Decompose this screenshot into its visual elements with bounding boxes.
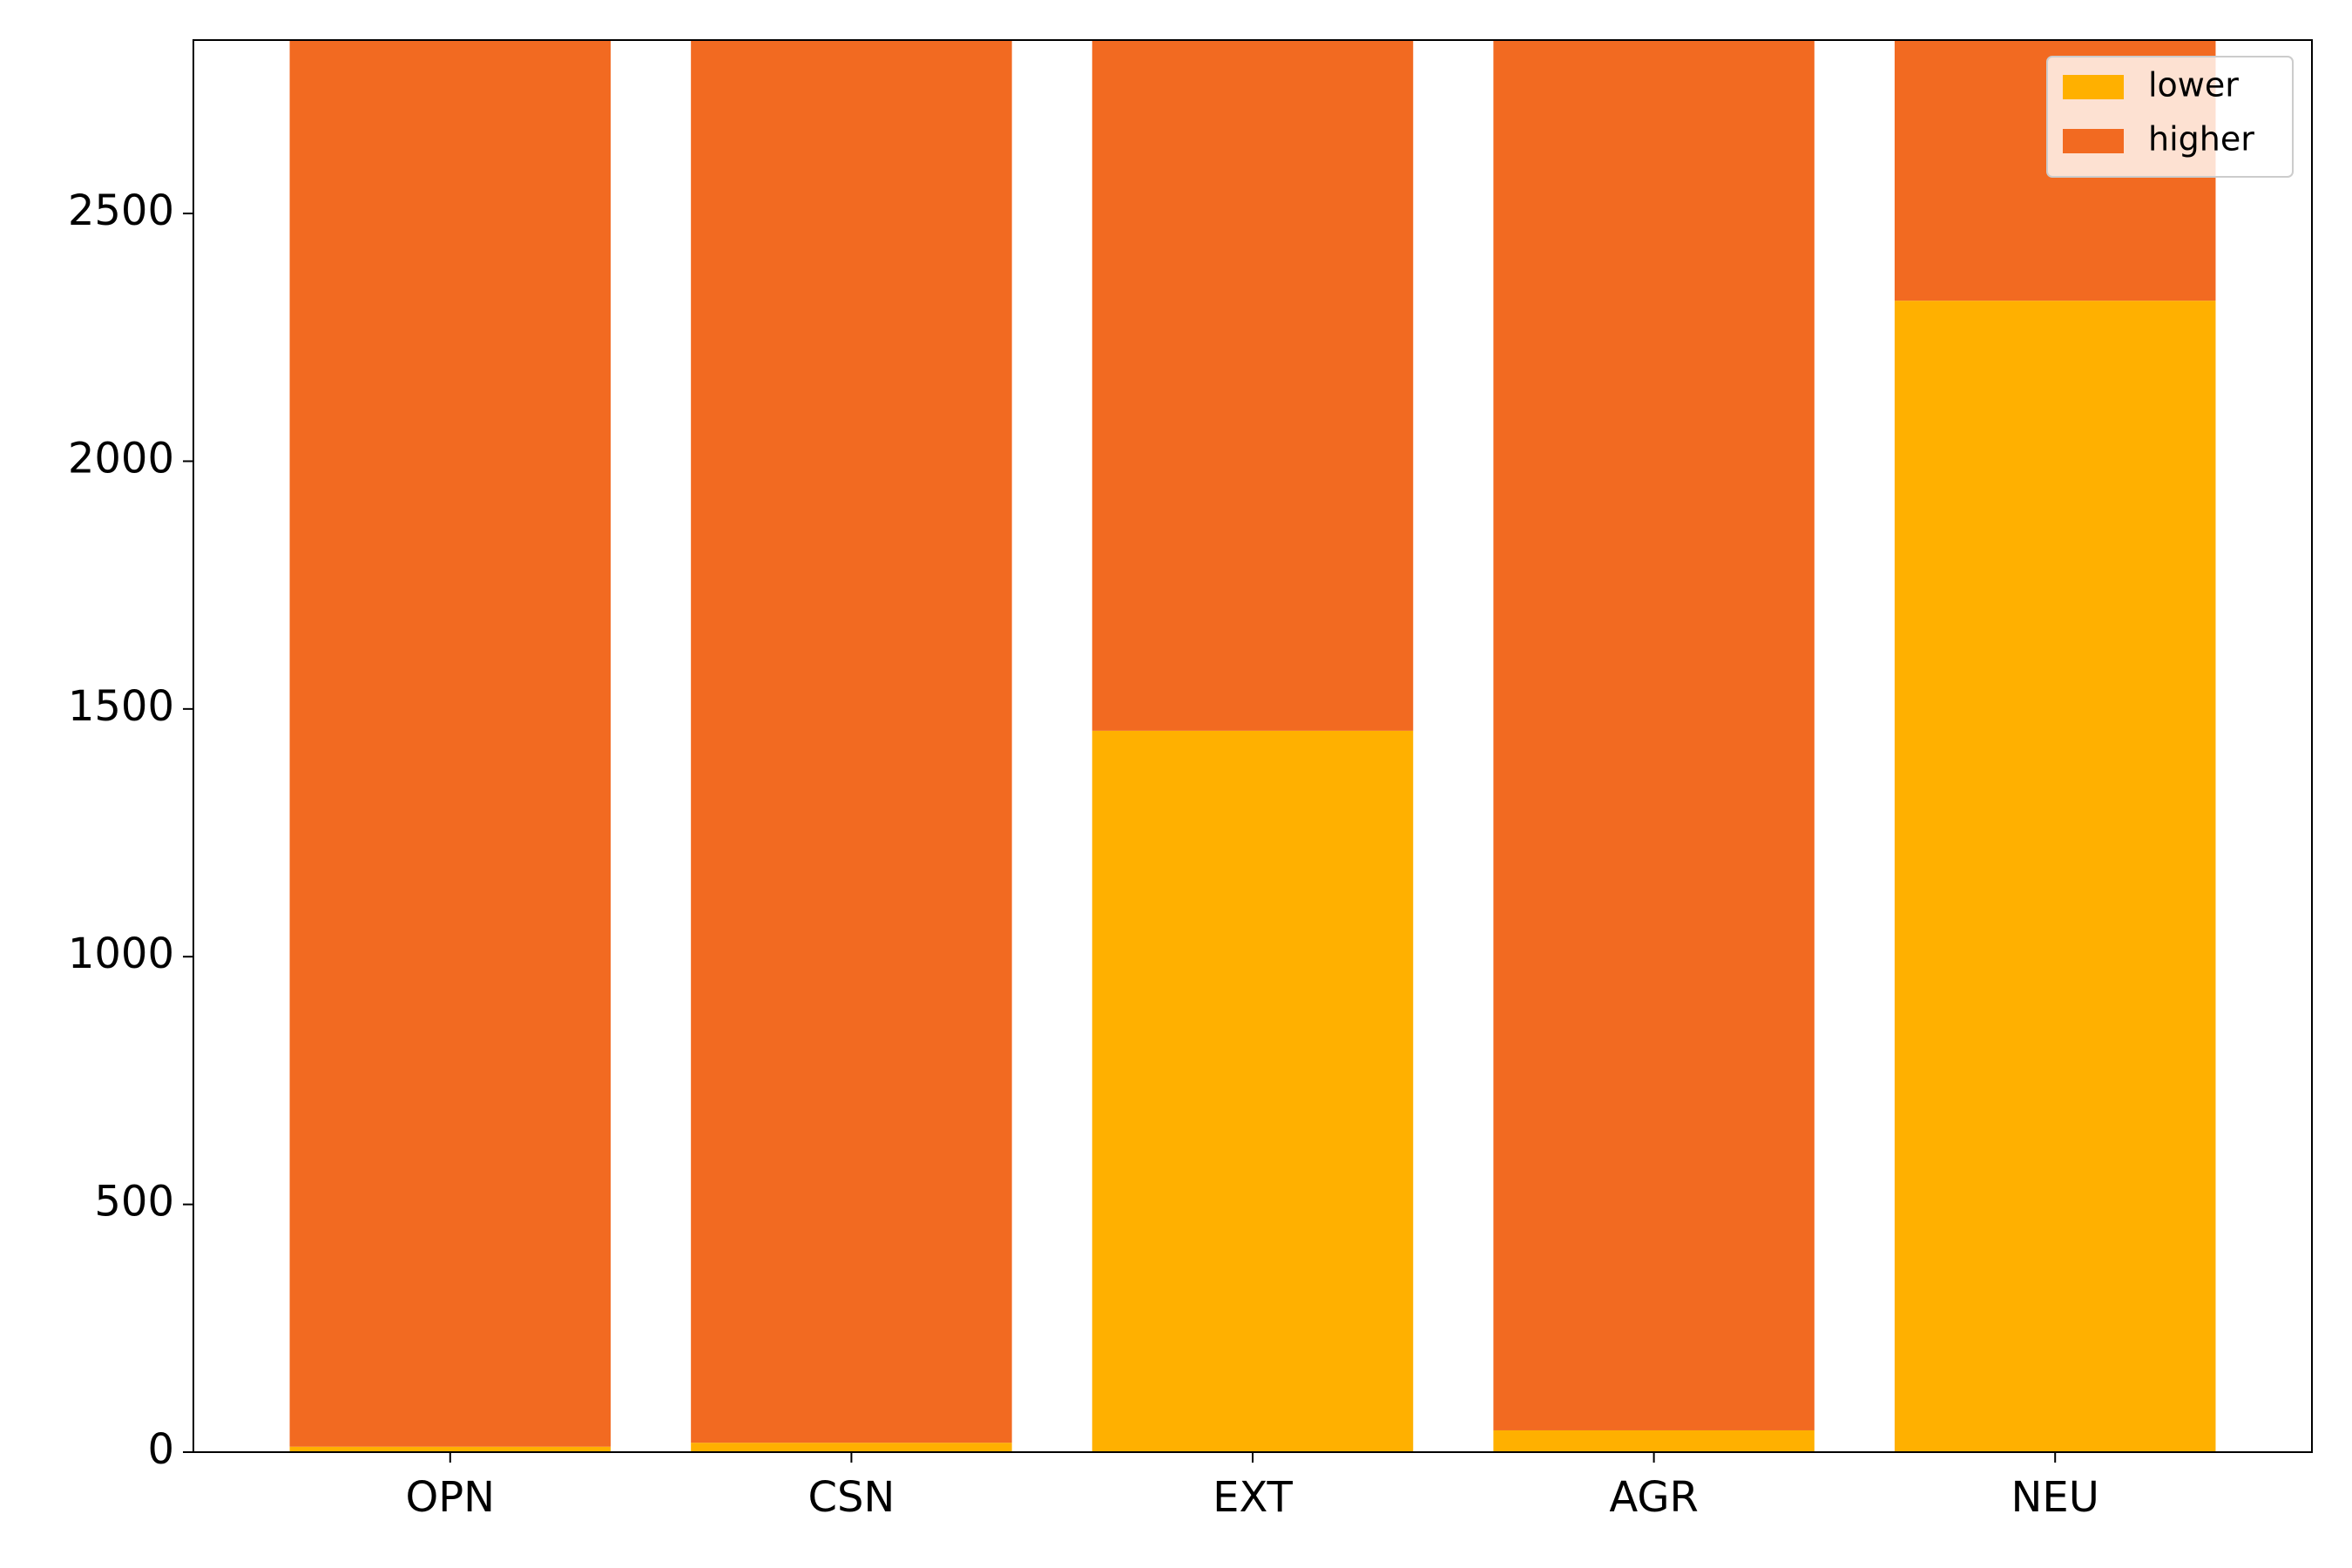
bar-segment xyxy=(289,40,612,1447)
legend: lower higher xyxy=(2046,56,2294,178)
y-tick-label: 2000 xyxy=(68,434,174,483)
y-tick-label: 2500 xyxy=(68,186,174,235)
legend-swatch xyxy=(2063,75,2124,99)
y-tick-label: 1500 xyxy=(68,682,174,731)
x-tick-label: OPN xyxy=(405,1473,495,1522)
legend-swatch xyxy=(2063,129,2124,153)
bar-segment xyxy=(1092,730,1414,1452)
bar-segment xyxy=(691,1443,1012,1452)
x-tick-label: CSN xyxy=(808,1473,895,1522)
x-tick-label: AGR xyxy=(1609,1473,1699,1522)
bar-segment xyxy=(289,1446,612,1452)
bar-segment xyxy=(1493,40,1815,1430)
x-tick-label: NEU xyxy=(2011,1473,2099,1522)
x-tick-label: EXT xyxy=(1213,1473,1293,1522)
legend-label: higher xyxy=(2148,120,2254,159)
bar-segment xyxy=(1894,301,2216,1452)
legend-label: lower xyxy=(2148,66,2239,105)
y-tick-label: 500 xyxy=(94,1178,174,1227)
y-tick-label: 1000 xyxy=(68,929,174,978)
bar-segment xyxy=(1493,1429,1815,1452)
y-tick-label: 0 xyxy=(147,1425,174,1474)
bar-segment xyxy=(1092,40,1414,731)
bar-segment xyxy=(691,40,1012,1443)
